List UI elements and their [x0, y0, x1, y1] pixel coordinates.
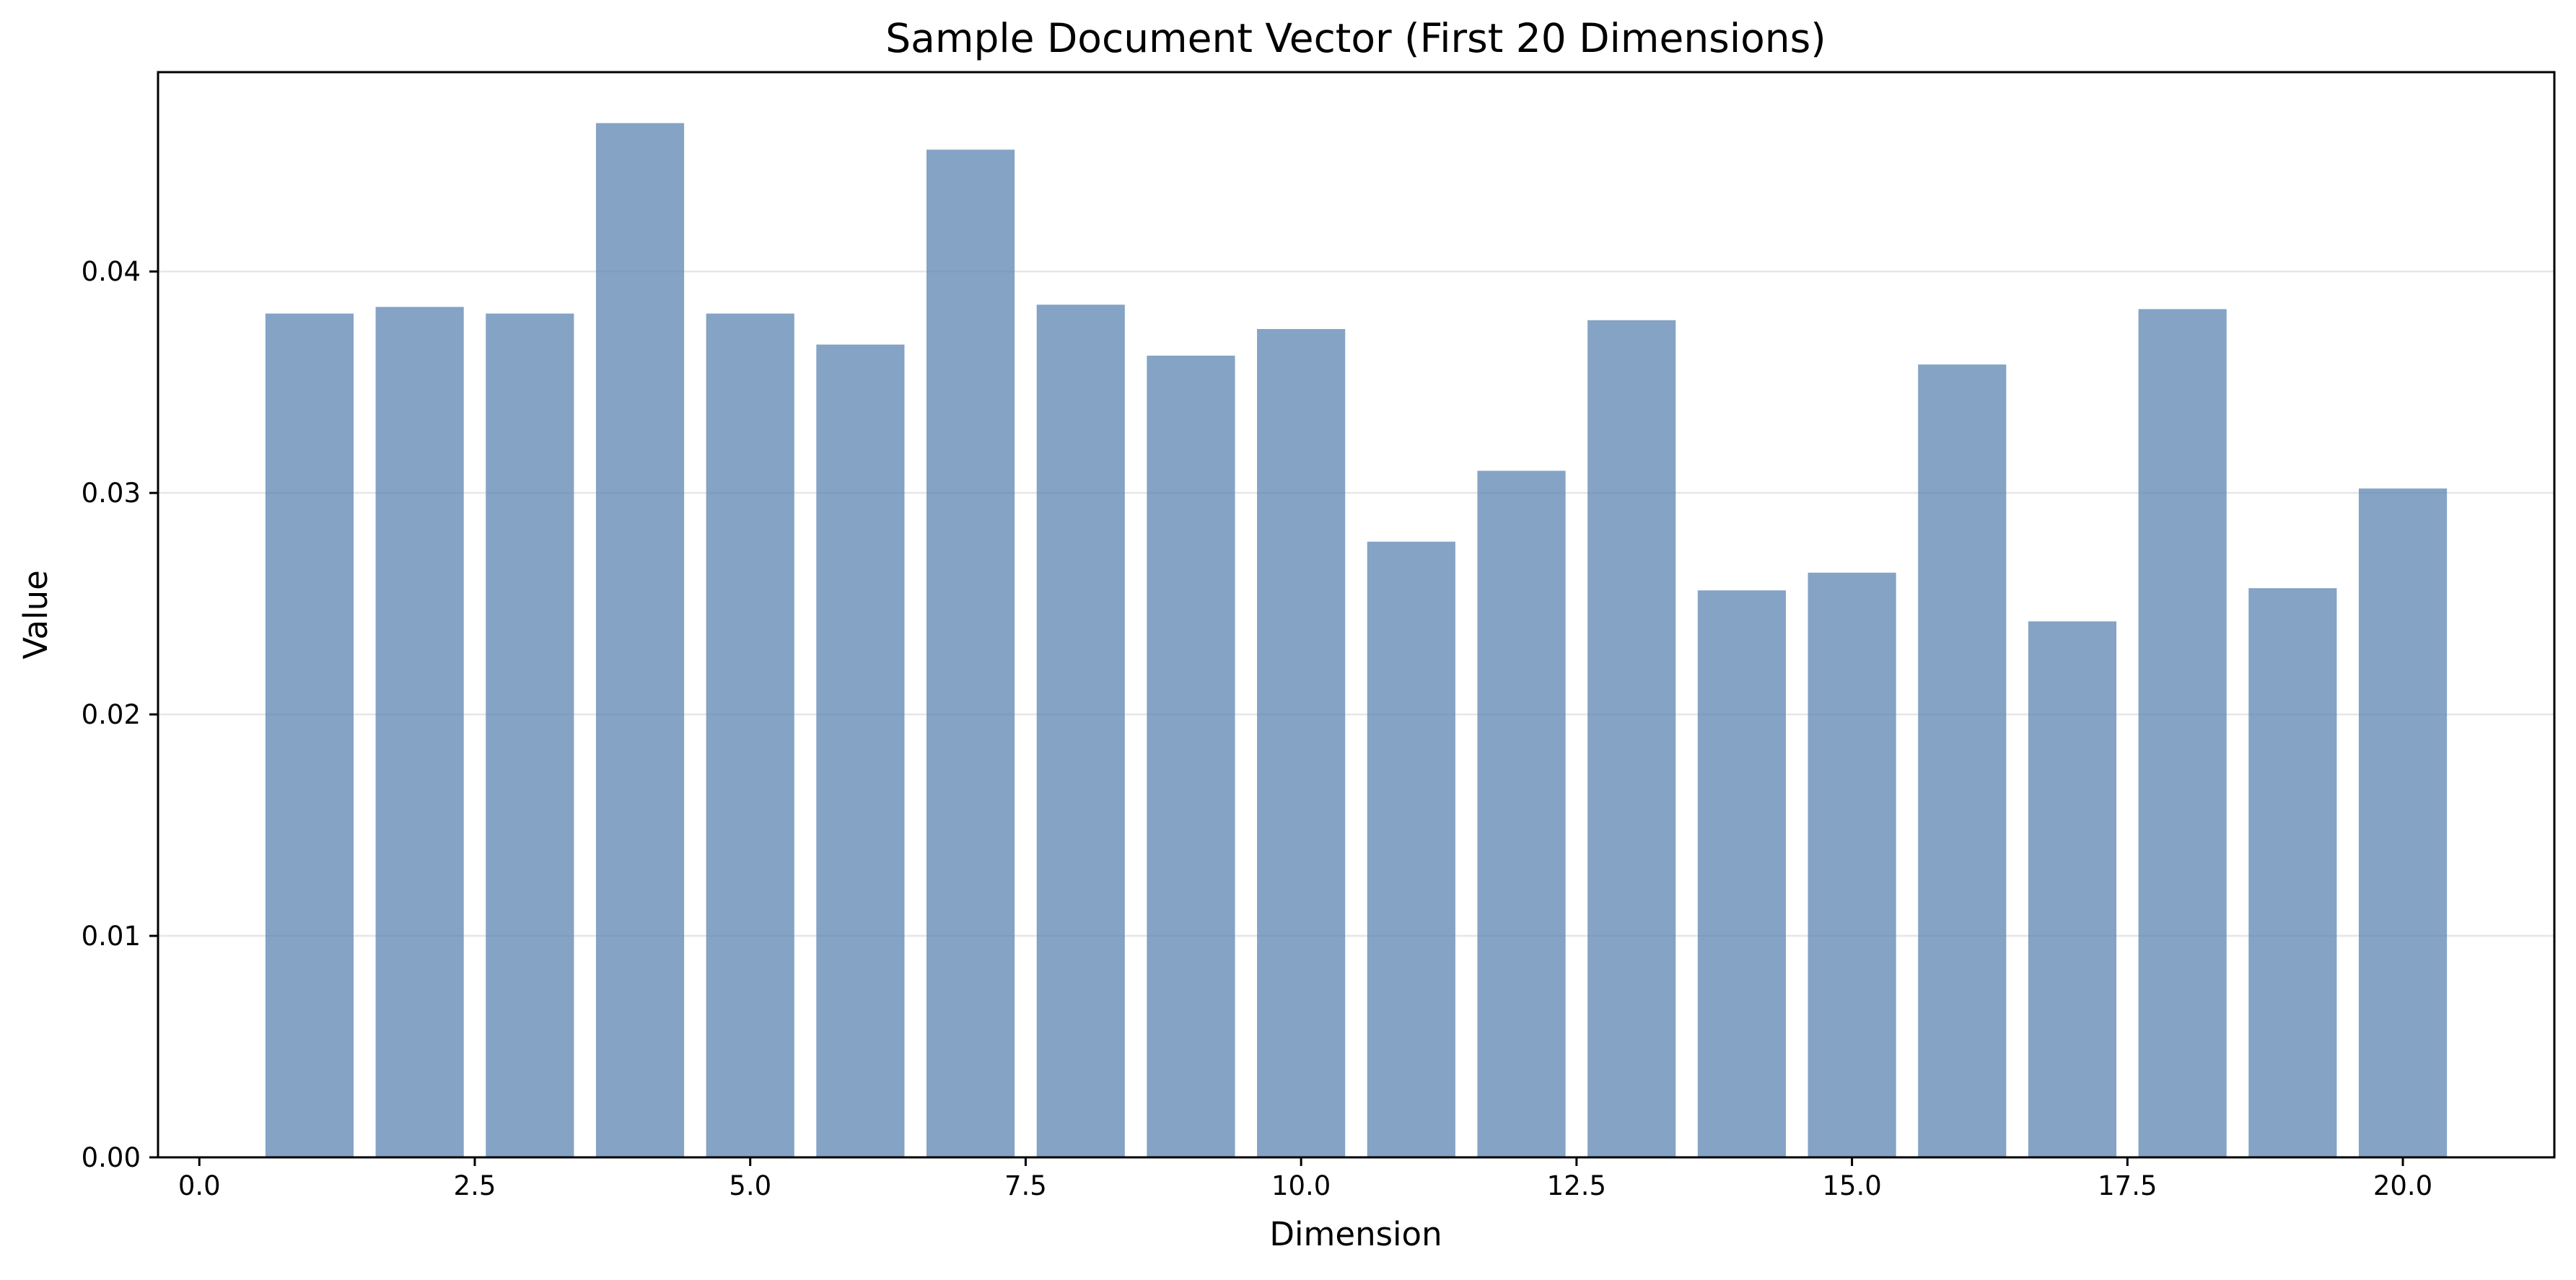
- bar-dimension-7: [926, 149, 1015, 1157]
- bar-dimension-6: [816, 344, 905, 1158]
- x-tick-label: 5.0: [729, 1170, 771, 1201]
- bar-dimension-17: [2028, 621, 2117, 1157]
- bar-dimension-14: [1697, 590, 1786, 1157]
- x-tick-label: 15.0: [1822, 1170, 1881, 1201]
- bar-dimension-3: [486, 313, 574, 1158]
- x-tick-label: 7.5: [1004, 1170, 1047, 1201]
- bar-dimension-4: [595, 123, 685, 1157]
- bar-dimension-20: [2358, 488, 2448, 1157]
- bar-dimension-10: [1257, 329, 1346, 1158]
- bar-layer: [265, 123, 2448, 1158]
- bar-dimension-18: [2138, 309, 2227, 1157]
- bar-dimension-1: [265, 313, 354, 1158]
- x-axis-label: Dimension: [1269, 1215, 1442, 1253]
- bar-dimension-12: [1477, 470, 1566, 1157]
- x-tick-label: 20.0: [2373, 1170, 2432, 1201]
- x-tick-label: 0.0: [178, 1170, 221, 1201]
- y-tick-label: 0.00: [82, 1142, 141, 1173]
- bar-dimension-5: [706, 313, 794, 1158]
- tick-layer: 0.0 2.5 5.0 7.5 10.0 12.5 15.0 17.5 20.0 0.00 0.01…: [82, 256, 2433, 1201]
- bar-dimension-2: [375, 307, 464, 1157]
- axes-frame: [157, 71, 2556, 1159]
- y-tick-label: 0.02: [82, 699, 141, 730]
- x-tick-label: 2.5: [454, 1170, 496, 1201]
- y-tick-label: 0.01: [82, 921, 141, 952]
- x-tick-label: 17.5: [2098, 1170, 2157, 1201]
- y-tick-label: 0.03: [82, 478, 141, 509]
- y-axis-label: Value: [17, 570, 55, 659]
- bar-dimension-13: [1587, 320, 1676, 1157]
- bar-dimension-9: [1147, 355, 1235, 1158]
- x-tick-label: 12.5: [1547, 1170, 1606, 1201]
- bar-dimension-16: [1918, 364, 2007, 1157]
- chart-title: Sample Document Vector (First 20 Dimensi…: [885, 15, 1826, 61]
- bar-dimension-15: [1808, 572, 1896, 1157]
- bar-dimension-8: [1036, 304, 1125, 1158]
- y-tick-label: 0.04: [82, 256, 141, 287]
- bar-dimension-11: [1367, 541, 1455, 1157]
- x-tick-label: 10.0: [1271, 1170, 1331, 1201]
- bar-dimension-19: [2248, 588, 2337, 1157]
